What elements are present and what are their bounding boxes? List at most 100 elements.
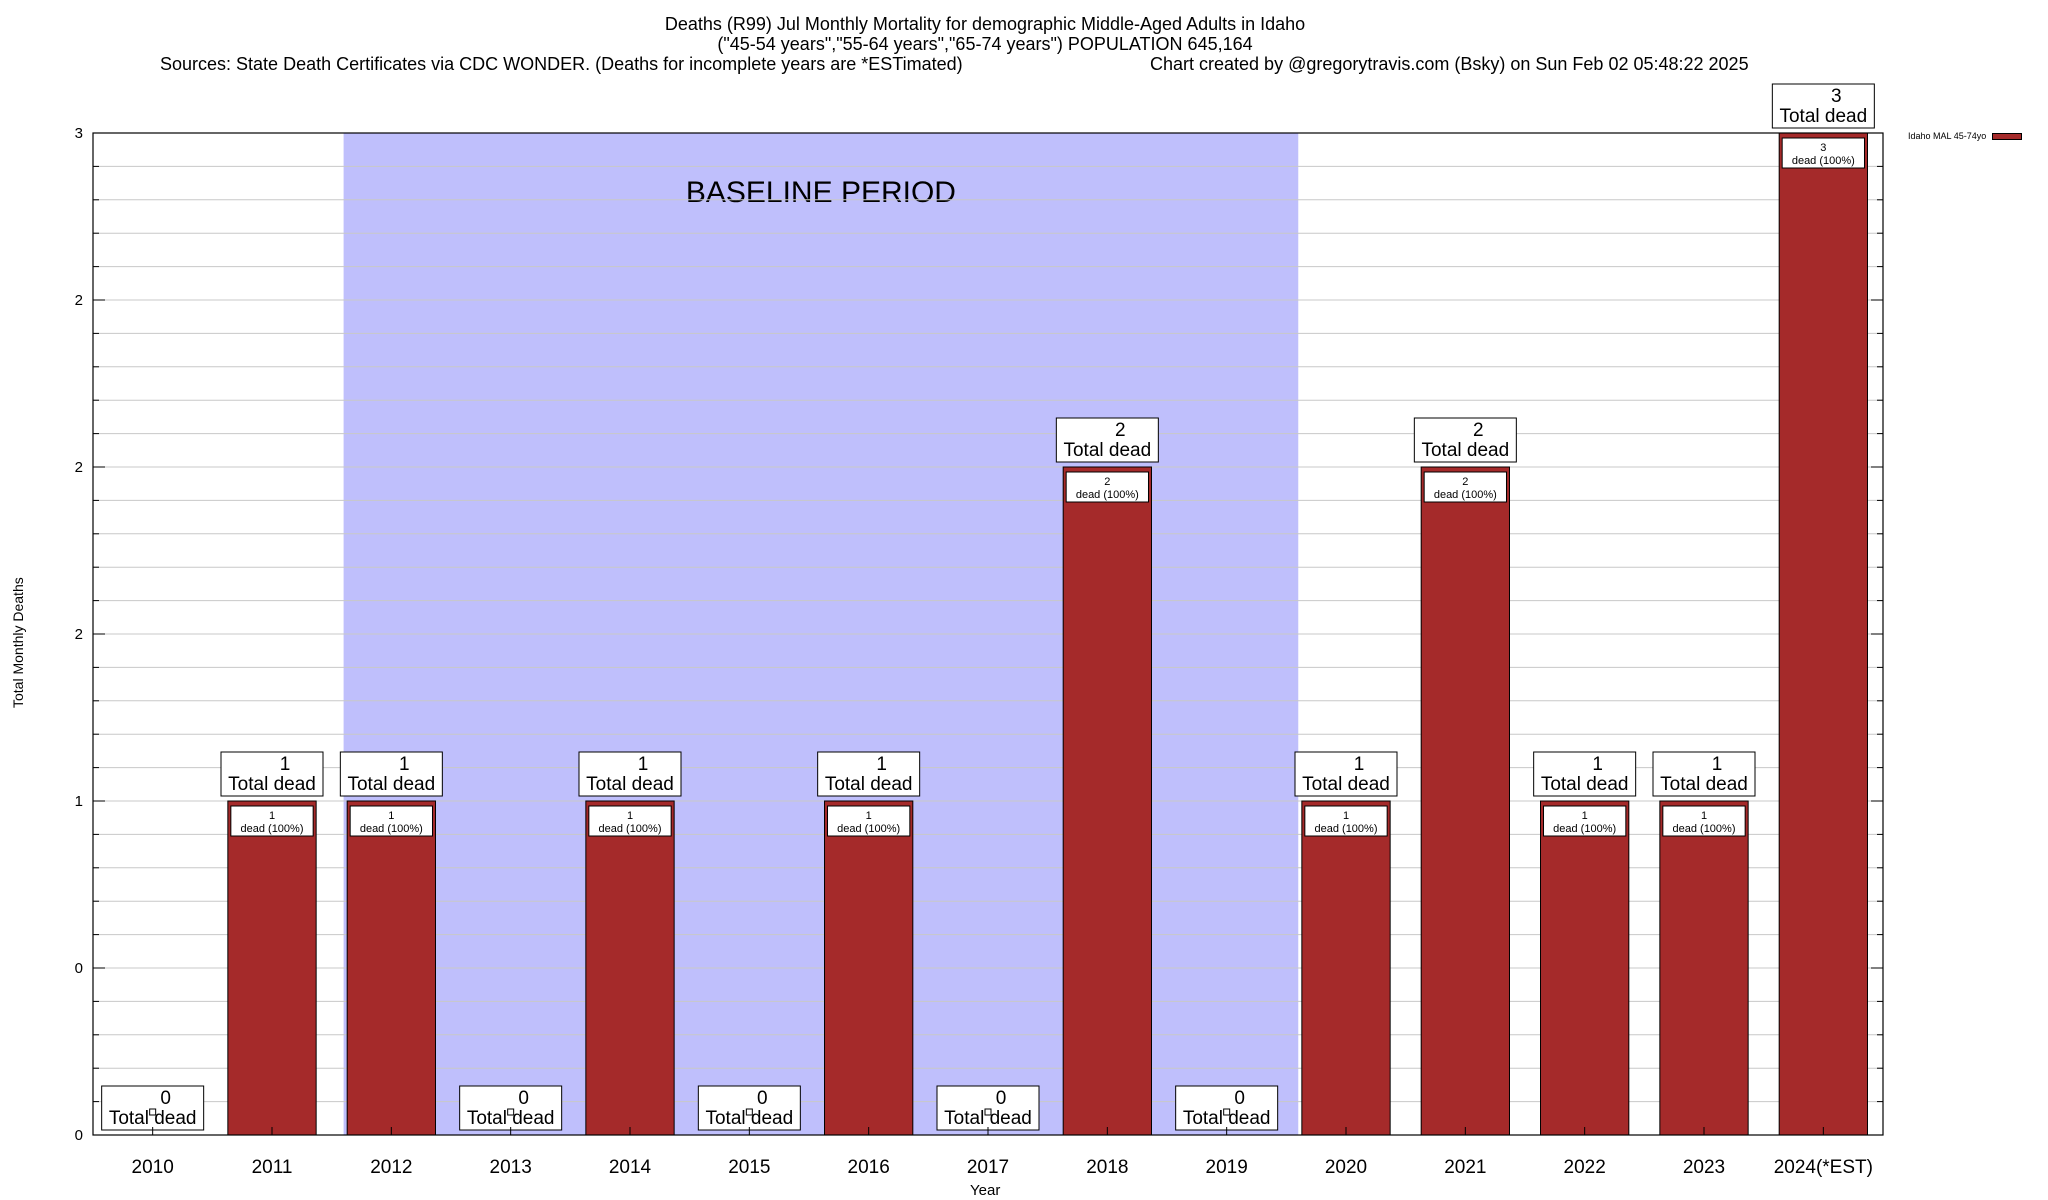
chart-subtitle: ("45-54 years","55-64 years","65-74 year… xyxy=(717,34,1253,54)
bar-inner-value: 2 xyxy=(1104,476,1110,488)
total-label: Total dead xyxy=(1660,774,1748,795)
total-label-box xyxy=(578,751,682,797)
bar-inner-value: 2 xyxy=(1462,476,1468,488)
x-tick-label: 2014 xyxy=(609,1157,652,1178)
bar xyxy=(1420,466,1510,1136)
total-value: 0 xyxy=(1234,1088,1245,1109)
bar-inner-value: 1 xyxy=(1343,810,1349,822)
zero-marker xyxy=(1223,1108,1231,1116)
total-label: Total dead xyxy=(467,1108,555,1129)
bar-inner-label: dead (100%) xyxy=(1315,823,1378,835)
bar-inner-label: dead (100%) xyxy=(837,823,900,835)
x-tick-label: 2010 xyxy=(132,1157,174,1178)
legend: Idaho MAL 45-74yo xyxy=(1908,131,2023,141)
bar xyxy=(1062,466,1152,1136)
bar xyxy=(585,800,675,1136)
total-value: 1 xyxy=(1712,754,1723,775)
x-tick-label: 2023 xyxy=(1683,1157,1725,1178)
chart-sources: Sources: State Death Certificates via CD… xyxy=(160,54,963,74)
total-label-box xyxy=(697,1085,801,1131)
legend-swatch xyxy=(1992,132,2023,140)
total-label-box xyxy=(1652,751,1756,797)
bar xyxy=(346,800,436,1136)
bar xyxy=(1659,800,1749,1136)
bar-inner-value: 1 xyxy=(627,810,633,822)
total-label: Total dead xyxy=(1302,774,1390,795)
bar-inner-label: dead (100%) xyxy=(241,823,304,835)
total-label: Total dead xyxy=(586,774,674,795)
total-label-box xyxy=(1771,83,1875,129)
total-label: Total dead xyxy=(1183,1108,1271,1129)
total-value: 0 xyxy=(518,1088,529,1109)
chart-credit: Chart created by @gregorytravis.com (Bsk… xyxy=(1150,54,1749,74)
total-value: 1 xyxy=(399,754,410,775)
bar-inner-label-box xyxy=(1543,805,1627,837)
total-value: 1 xyxy=(638,754,649,775)
total-value: 1 xyxy=(876,754,887,775)
total-label-box xyxy=(1055,417,1159,463)
bar-inner-label: dead (100%) xyxy=(1792,155,1855,167)
bar-inner-label-box xyxy=(1423,471,1507,503)
total-value: 3 xyxy=(1831,86,1842,107)
y-tick-label: 0 xyxy=(75,960,83,977)
bar-inner-label-box xyxy=(827,805,911,837)
x-tick-label: 2015 xyxy=(728,1157,770,1178)
bar-inner-label-box xyxy=(1781,137,1865,169)
total-value: 2 xyxy=(1115,420,1126,441)
bar-inner-label-box xyxy=(1662,805,1746,837)
x-axis-label: Year xyxy=(970,1182,1001,1199)
y-tick-label: 2 xyxy=(75,626,83,643)
bar-inner-label-box xyxy=(1304,805,1388,837)
bar-inner-label: dead (100%) xyxy=(1076,489,1139,501)
chart-title: Deaths (R99) Jul Monthly Mortality for d… xyxy=(664,14,1306,34)
total-value: 0 xyxy=(996,1088,1007,1109)
bar-inner-label-box xyxy=(230,805,314,837)
bar-inner-value: 1 xyxy=(1701,810,1707,822)
bar-inner-label-box xyxy=(349,805,433,837)
x-tick-label: 2012 xyxy=(370,1157,412,1178)
total-label: Total dead xyxy=(347,774,435,795)
bar-inner-value: 1 xyxy=(388,810,394,822)
y-axis-label: Total Monthly Deaths xyxy=(10,577,26,708)
total-value: 0 xyxy=(160,1088,171,1109)
bar-inner-value: 1 xyxy=(1582,810,1588,822)
plot-frame xyxy=(92,132,1884,1136)
y-tick-label: 2 xyxy=(75,292,83,309)
bar-inner-label-box xyxy=(588,805,672,837)
total-label: Total dead xyxy=(944,1108,1032,1129)
bar-inner-label: dead (100%) xyxy=(599,823,662,835)
zero-marker xyxy=(984,1108,992,1116)
total-label-box xyxy=(459,1085,563,1131)
bar-inner-label: dead (100%) xyxy=(360,823,423,835)
bar xyxy=(1540,800,1630,1136)
y-tick-label: 2 xyxy=(75,459,83,476)
bar xyxy=(1301,800,1391,1136)
bar xyxy=(227,800,317,1136)
total-label: Total dead xyxy=(1779,106,1867,127)
zero-marker xyxy=(745,1108,753,1116)
total-label-box xyxy=(339,751,443,797)
total-label-box xyxy=(936,1085,1040,1131)
total-label: Total dead xyxy=(705,1108,793,1129)
y-tick-label: 0 xyxy=(75,1127,83,1144)
total-label-box xyxy=(1533,751,1637,797)
total-label: Total dead xyxy=(1063,440,1151,461)
x-tick-label: 2024(*EST) xyxy=(1774,1157,1873,1178)
bar-inner-value: 1 xyxy=(866,810,872,822)
legend-label: Idaho MAL 45-74yo xyxy=(1908,131,1987,141)
total-value: 1 xyxy=(1592,754,1603,775)
total-value: 1 xyxy=(1354,754,1365,775)
total-label: Total dead xyxy=(109,1108,197,1129)
baseline-label: BASELINE PERIOD xyxy=(686,176,956,209)
bar-inner-label-box xyxy=(1065,471,1149,503)
zero-marker xyxy=(149,1108,157,1116)
total-label-box xyxy=(220,751,324,797)
bar-inner-value: 3 xyxy=(1820,142,1826,154)
x-tick-label: 2017 xyxy=(967,1157,1009,1178)
total-label: Total dead xyxy=(228,774,316,795)
total-label-box xyxy=(1294,751,1398,797)
total-label: Total dead xyxy=(1541,774,1629,795)
total-label-box xyxy=(1175,1085,1279,1131)
x-tick-label: 2011 xyxy=(252,1157,293,1178)
bar-inner-value: 1 xyxy=(269,810,275,822)
